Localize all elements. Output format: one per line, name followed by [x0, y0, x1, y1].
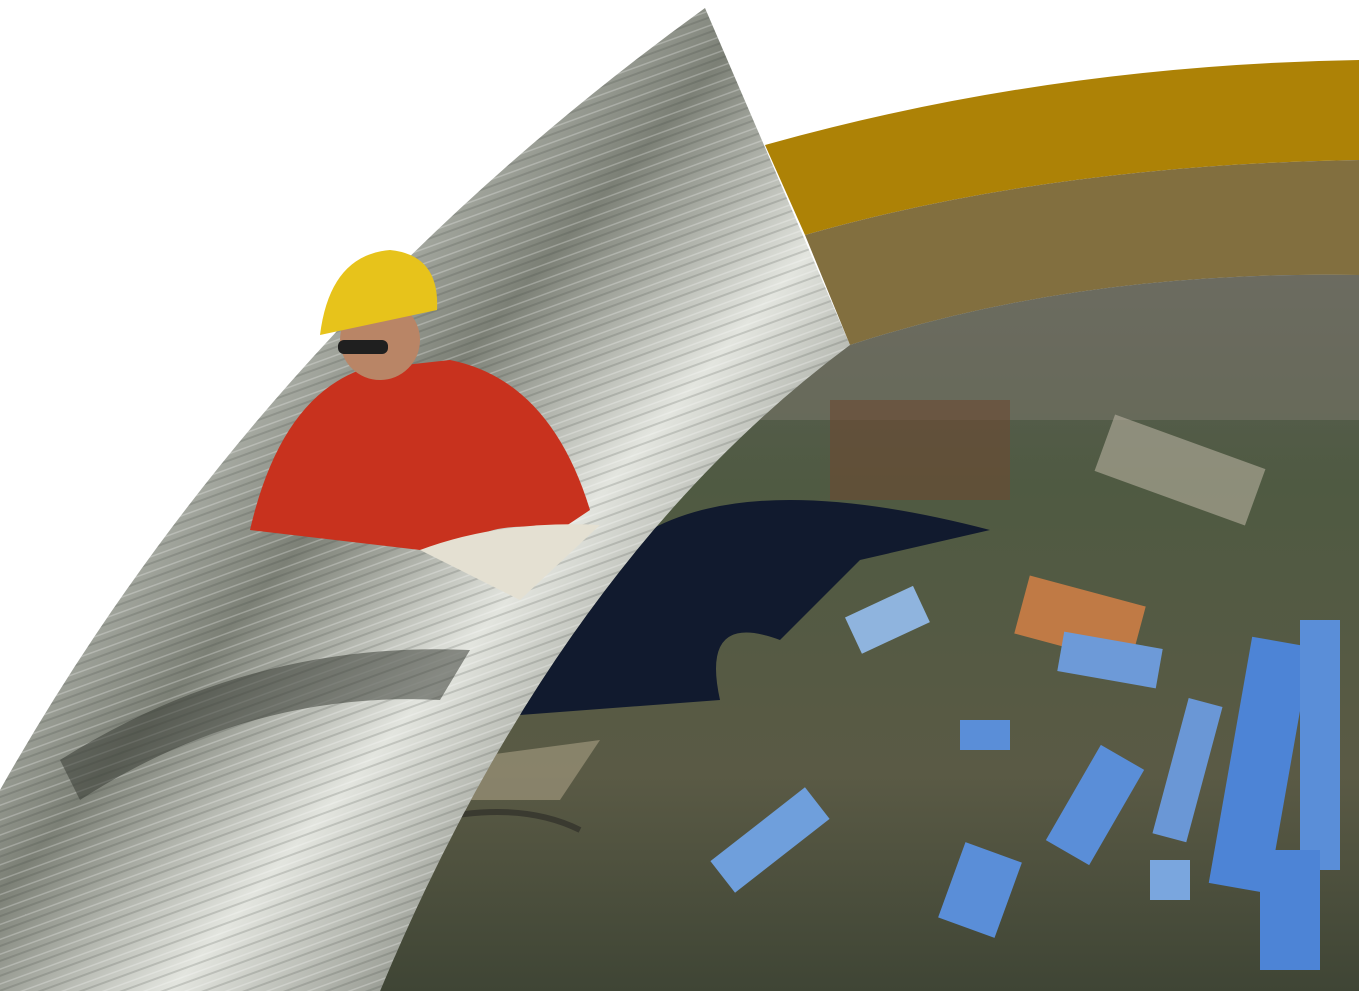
gold-band [765, 60, 1359, 235]
brown-band [805, 160, 1359, 345]
coil-shadow [60, 649, 470, 800]
worker [250, 250, 600, 600]
